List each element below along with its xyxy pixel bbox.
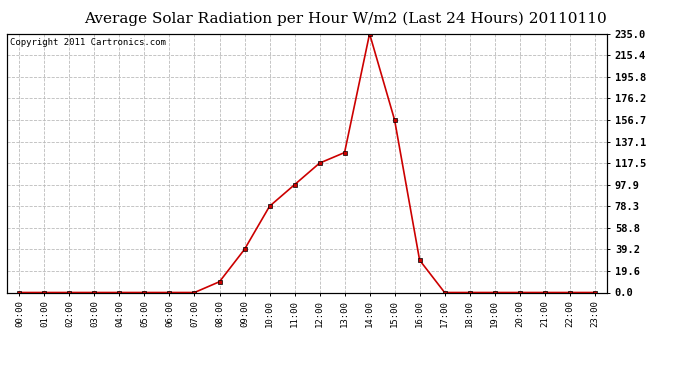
Text: Copyright 2011 Cartronics.com: Copyright 2011 Cartronics.com xyxy=(10,38,166,46)
Text: Average Solar Radiation per Hour W/m2 (Last 24 Hours) 20110110: Average Solar Radiation per Hour W/m2 (L… xyxy=(83,11,607,26)
